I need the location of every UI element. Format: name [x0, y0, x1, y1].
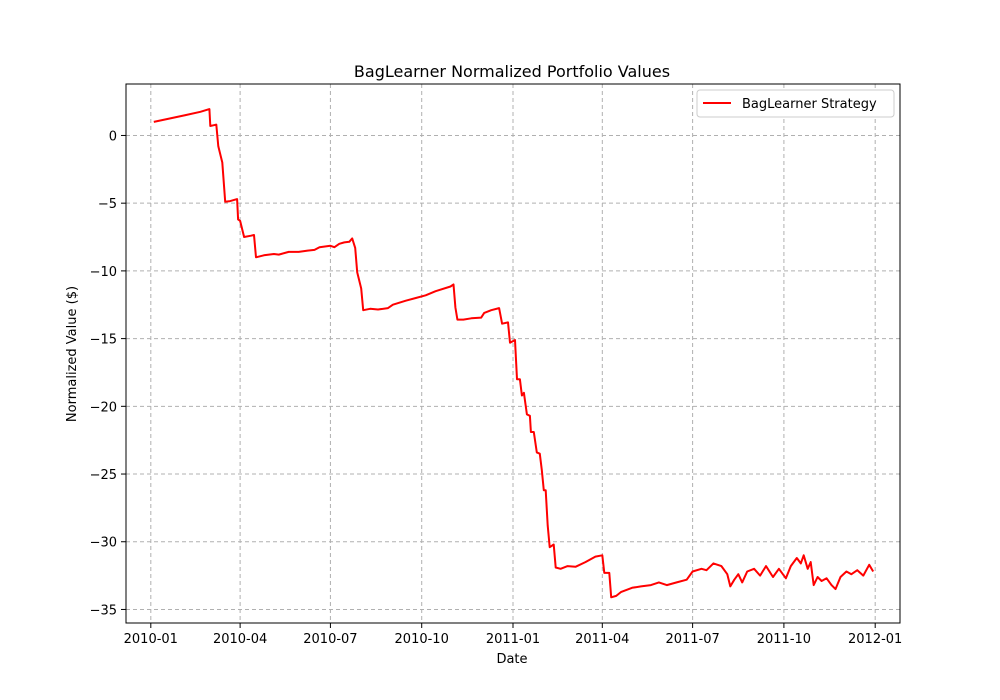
y-tick-label: −25: [90, 468, 117, 483]
y-tick-label: −35: [90, 603, 117, 618]
plot-area: [153, 108, 875, 599]
series-line-0: [153, 108, 875, 599]
x-tick-label: 2011-10: [757, 632, 811, 647]
grid-lines: [126, 84, 900, 623]
x-tick-label: 2010-10: [395, 632, 449, 647]
legend-label: BagLearner Strategy: [742, 97, 877, 112]
y-axis-label: Normalized Value ($): [65, 286, 80, 422]
x-tick-label: 2012-01: [848, 632, 902, 647]
x-axis: 2010-01 2010-04 2010-07 2010-10 2011-01 2011-…: [124, 623, 902, 647]
chart-title: BagLearner Normalized Portfolio Values: [354, 62, 670, 81]
x-tick-label: 2011-04: [575, 632, 629, 647]
y-tick-label: −20: [90, 400, 117, 415]
legend: BagLearner Strategy: [696, 89, 895, 118]
x-tick-label: 2010-04: [213, 632, 267, 647]
y-tick-label: 0: [109, 129, 117, 144]
y-tick-label: −5: [98, 197, 117, 212]
x-tick-label: 2010-01: [124, 632, 178, 647]
legend-box: [696, 89, 895, 118]
y-axis: 0 −5 −10 −15 −20 −25 −30 −35: [90, 129, 126, 618]
x-tick-label: 2011-07: [665, 632, 719, 647]
y-tick-label: −10: [90, 265, 117, 280]
x-tick-label: 2010-07: [303, 632, 357, 647]
x-tick-label: 2011-01: [486, 632, 540, 647]
y-tick-label: −15: [90, 333, 117, 348]
y-tick-label: −30: [90, 536, 117, 551]
x-axis-label: Date: [496, 652, 527, 667]
